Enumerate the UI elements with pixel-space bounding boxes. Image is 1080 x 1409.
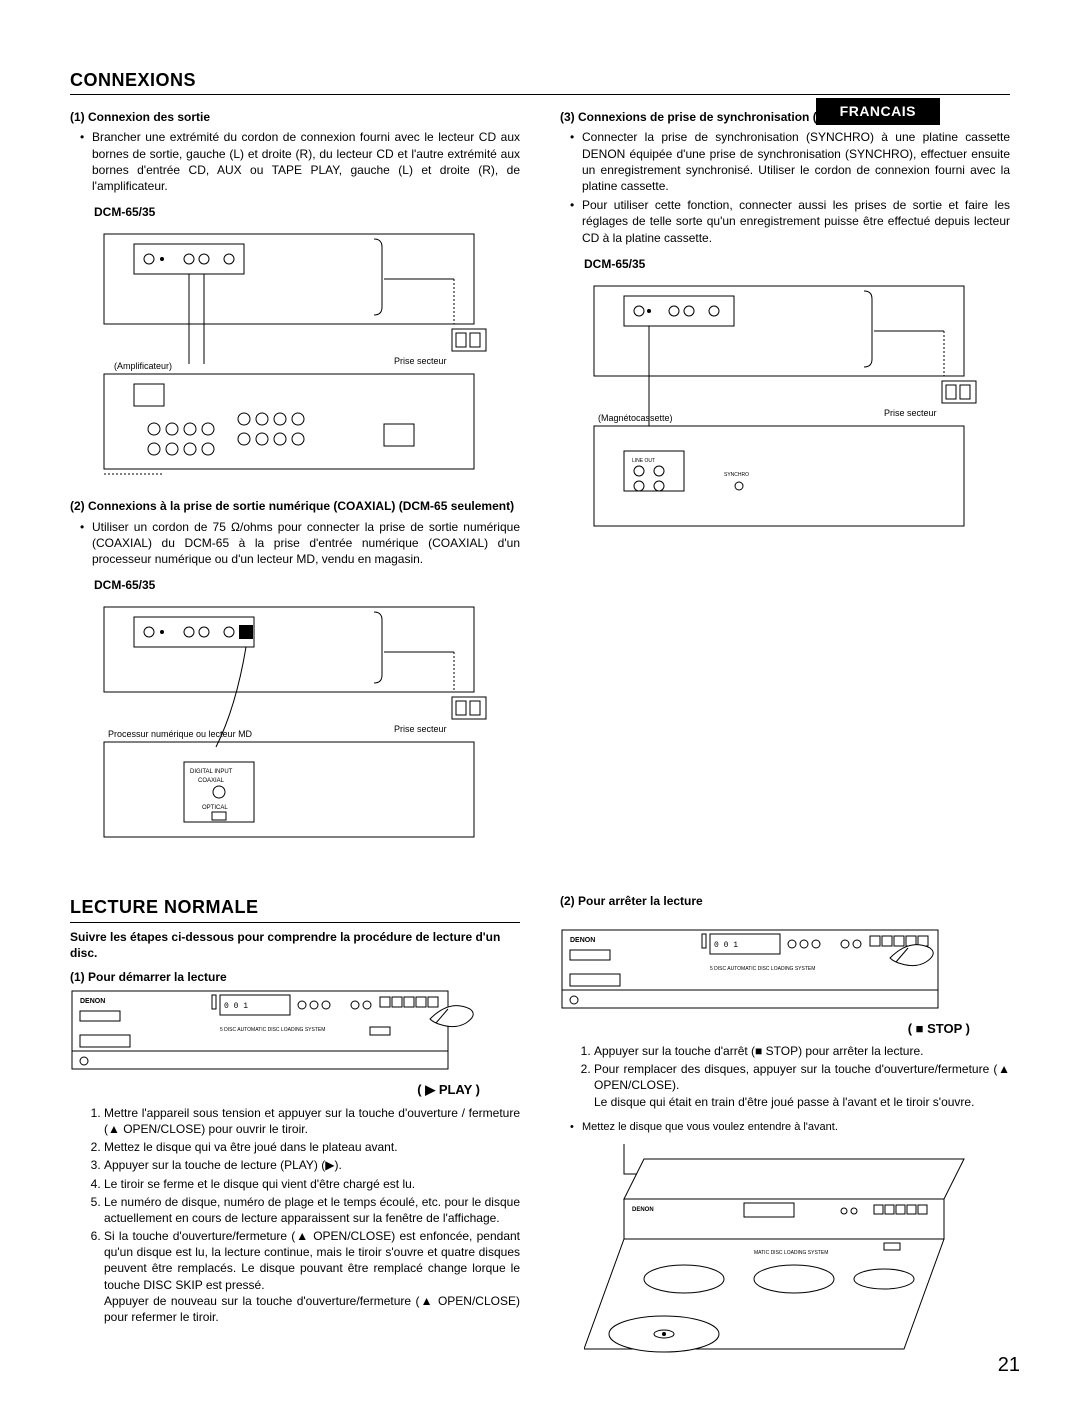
svg-text:Prise secteur: Prise secteur — [394, 724, 447, 734]
diagram-front-play: DENON 0 0 1 5 DISC AUTOMATIC DISC LOADIN… — [70, 989, 520, 1079]
steps-start: Mettre l'appareil sous tension et appuye… — [70, 1105, 520, 1325]
model-label-s3: DCM-65/35 — [584, 256, 1010, 272]
svg-text:Prise secteur: Prise secteur — [884, 408, 937, 418]
svg-text:LINE OUT: LINE OUT — [632, 458, 655, 464]
diagram-s3: Prise secteur (Magnétocassette) LINE OUT… — [584, 276, 1010, 536]
step-5: Le numéro de disque, numéro de plage et … — [104, 1194, 520, 1226]
steps-stop: Appuyer sur la touche d'arrêt (■ STOP) p… — [560, 1043, 1010, 1110]
subhead-synchro: (3) Connexions de prise de synchronisati… — [560, 109, 1010, 125]
svg-text:DENON: DENON — [570, 937, 595, 944]
diagram-s1: Prise secteur (Amplificateur) — [94, 224, 520, 484]
step-6: Si la touche d'ouverture/fermeture (▲ OP… — [104, 1228, 520, 1325]
subhead-start: (1) Pour démarrer la lecture — [70, 969, 520, 985]
diagram-tray: DENON MATIC DISC LOADING SYSTEM — [584, 1139, 1010, 1369]
para-s3-p2: Pour utiliser cette fonction, connecter … — [582, 197, 1010, 246]
para-s1-p1: Brancher une extrémité du cordon de conn… — [92, 129, 520, 194]
svg-text:DENON: DENON — [632, 1207, 654, 1213]
section-heading-connexions: CONNEXIONS — [70, 68, 1010, 95]
svg-text:0 0 1: 0 0 1 — [714, 941, 738, 950]
svg-text:SYNCHRO: SYNCHRO — [724, 472, 749, 478]
svg-text:(Amplificateur): (Amplificateur) — [114, 361, 172, 371]
stop-step-2: Pour remplacer des disques, appuyer sur … — [594, 1061, 1010, 1110]
diagram-front-stop: DENON 0 0 1 5 DISC AUTOMATIC DISC LOADIN… — [560, 928, 1010, 1018]
lecture-intro: Suivre les étapes ci-dessous pour compre… — [70, 929, 520, 961]
svg-text:5 DISC AUTOMATIC DISC LOADING: 5 DISC AUTOMATIC DISC LOADING SYSTEM — [710, 966, 815, 972]
subhead-stop: (2) Pour arrêter la lecture — [560, 893, 1010, 909]
step-2: Mettez le disque qui va être joué dans l… — [104, 1139, 520, 1155]
svg-text:COAXIAL: COAXIAL — [198, 778, 225, 784]
play-label: ( ▶ PLAY ) — [70, 1081, 480, 1099]
svg-text:Processur numérique ou lecteur: Processur numérique ou lecteur MD — [108, 729, 253, 739]
svg-text:DENON: DENON — [80, 998, 105, 1005]
diagram-s2: Prise secteur Processur numérique ou lec… — [94, 597, 520, 847]
section-heading-lecture: LECTURE NORMALE — [70, 895, 520, 922]
step-1: Mettre l'appareil sous tension et appuye… — [104, 1105, 520, 1137]
stop-label: ( ■ STOP ) — [560, 1020, 970, 1038]
page-number: 21 — [998, 1352, 1020, 1379]
model-label-s1: DCM-65/35 — [94, 204, 520, 220]
label-prise-s1: Prise secteur — [394, 356, 447, 366]
step-4: Le tiroir se ferme et le disque qui vien… — [104, 1176, 520, 1192]
subhead-coaxial: (2) Connexions à la prise de sortie numé… — [70, 498, 520, 514]
svg-text:5 DISC AUTOMATIC DISC LOADING: 5 DISC AUTOMATIC DISC LOADING SYSTEM — [220, 1027, 325, 1033]
svg-text:MATIC DISC LOADING SYSTEM: MATIC DISC LOADING SYSTEM — [754, 1250, 828, 1256]
model-label-s2: DCM-65/35 — [94, 577, 520, 593]
svg-text:DIGITAL INPUT: DIGITAL INPUT — [190, 769, 233, 775]
note-place-disc: Mettez le disque que vous voulez entendr… — [582, 1120, 1010, 1135]
step-3: Appuyer sur la touche de lecture (PLAY) … — [104, 1157, 520, 1173]
svg-text:0 0 1: 0 0 1 — [224, 1002, 248, 1011]
svg-text:(Magnétocassette): (Magnétocassette) — [598, 413, 673, 423]
subhead-connexion-sortie: (1) Connexion des sortie — [70, 109, 520, 125]
para-s2-p1: Utiliser un cordon de 75 Ω/ohms pour con… — [92, 519, 520, 568]
svg-text:OPTICAL: OPTICAL — [202, 805, 228, 811]
language-tab: FRANCAIS — [816, 98, 940, 125]
para-s3-p1: Connecter la prise de synchronisation (S… — [582, 129, 1010, 194]
stop-step-1: Appuyer sur la touche d'arrêt (■ STOP) p… — [594, 1043, 1010, 1059]
